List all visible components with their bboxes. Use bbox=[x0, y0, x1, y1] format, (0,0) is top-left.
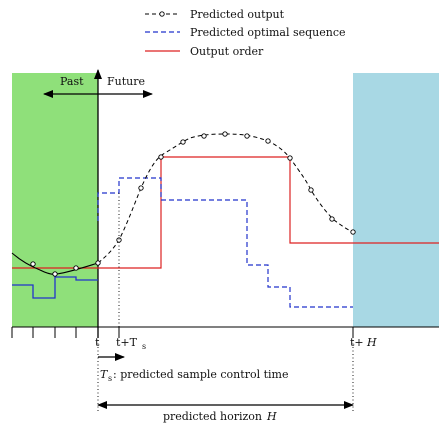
output-marker bbox=[329, 216, 335, 222]
output-marker bbox=[73, 265, 79, 271]
output-marker bbox=[52, 271, 58, 277]
legend-item-output-order: Output order bbox=[145, 45, 264, 58]
legend-label-optimal-sequence: Predicted optimal sequence bbox=[190, 26, 346, 39]
tick-label-t-plus-ts: t+T s bbox=[116, 336, 146, 351]
svg-text:T: T bbox=[100, 368, 109, 381]
output-marker bbox=[201, 133, 207, 139]
output-marker bbox=[138, 185, 144, 191]
svg-text:s: s bbox=[142, 342, 146, 351]
output-marker bbox=[308, 187, 314, 193]
tick-label-t: t bbox=[95, 336, 100, 349]
legend-label-predicted-output: Predicted output bbox=[190, 8, 285, 21]
output-marker bbox=[222, 131, 228, 137]
svg-text:H: H bbox=[366, 336, 377, 349]
svg-text:predicted horizon: predicted horizon bbox=[163, 410, 262, 423]
time-axis-ticks bbox=[11, 327, 354, 338]
predicted-output-curve bbox=[97, 133, 354, 264]
future-label: Future bbox=[107, 75, 145, 88]
past-label: Past bbox=[60, 75, 84, 88]
output-marker bbox=[350, 229, 356, 235]
predicted-output-markers bbox=[30, 131, 356, 277]
legend: Predicted output Predicted optimal seque… bbox=[145, 8, 346, 58]
output-marker bbox=[95, 260, 101, 266]
legend-item-optimal-sequence: Predicted optimal sequence bbox=[145, 26, 346, 39]
legend-item-predicted-output: Predicted output bbox=[145, 8, 285, 21]
svg-text:t+: t+ bbox=[350, 336, 364, 349]
applied-sequence-past bbox=[12, 276, 98, 299]
output-marker bbox=[30, 261, 36, 267]
ts-description: T s : predicted sample control time bbox=[100, 368, 288, 383]
svg-text:: predicted sample control tim: : predicted sample control time bbox=[113, 368, 288, 381]
output-marker bbox=[180, 139, 186, 145]
horizon-end-region bbox=[353, 73, 439, 327]
output-marker bbox=[158, 154, 164, 160]
svg-text:s: s bbox=[108, 374, 112, 383]
output-marker bbox=[265, 138, 271, 144]
output-marker bbox=[244, 133, 250, 139]
legend-label-output-order: Output order bbox=[190, 45, 264, 58]
output-marker bbox=[116, 237, 122, 243]
output-order-line bbox=[12, 156, 439, 269]
svg-text:t+T: t+T bbox=[116, 336, 138, 349]
horizon-description: predicted horizon H bbox=[163, 410, 277, 423]
output-marker bbox=[287, 155, 293, 161]
tick-label-t-plus-h: t+ H bbox=[350, 336, 377, 349]
svg-text:H: H bbox=[266, 410, 277, 423]
